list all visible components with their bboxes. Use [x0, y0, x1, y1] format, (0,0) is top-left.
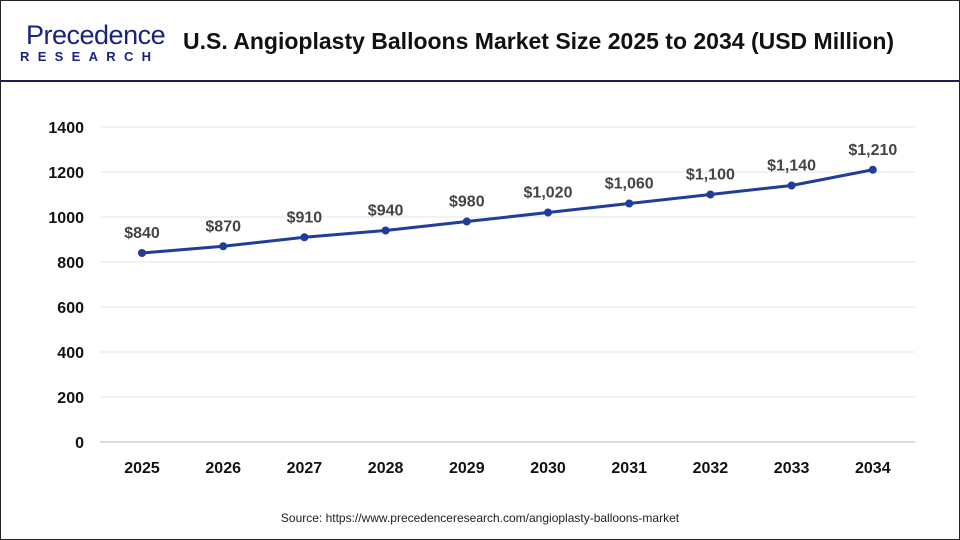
- source-note: Source: https://www.precedenceresearch.c…: [280, 511, 680, 525]
- y-tick-label: 800: [57, 255, 84, 272]
- x-tick-label: 2030: [530, 460, 566, 477]
- y-tick-label: 600: [57, 300, 84, 317]
- y-tick-label: 200: [57, 390, 84, 407]
- x-tick-label: 2033: [774, 460, 810, 477]
- y-tick-label: 0: [75, 435, 84, 452]
- x-tick-label: 2031: [611, 460, 647, 477]
- x-tick-label: 2027: [287, 460, 323, 477]
- data-label: $940: [368, 203, 404, 220]
- data-label: $980: [449, 194, 485, 211]
- series-line: [141, 168, 874, 255]
- chart-title: U.S. Angioplasty Balloons Market Size 20…: [183, 28, 895, 54]
- data-label: $1,020: [524, 185, 573, 202]
- data-label: $910: [287, 209, 323, 226]
- y-tick-label: 1400: [48, 120, 84, 137]
- x-tick-label: 2034: [855, 460, 891, 477]
- x-tick-label: 2029: [449, 460, 485, 477]
- data-point: [381, 226, 390, 235]
- data-point: [544, 208, 552, 217]
- data-point: [868, 165, 877, 174]
- y-tick-label: 1200: [48, 165, 84, 182]
- data-label: $1,140: [767, 158, 816, 175]
- data-label: $840: [124, 225, 160, 242]
- data-point: [787, 181, 796, 190]
- x-tick-label: 2032: [693, 460, 729, 477]
- logo-subtext: RESEARCH: [20, 49, 160, 64]
- x-tick-label: 2026: [205, 460, 241, 477]
- data-point: [462, 217, 471, 226]
- y-tick-label: 400: [57, 345, 84, 362]
- data-point: [706, 190, 715, 199]
- precedence-research-logo: Precedence RESEARCH: [16, 20, 166, 65]
- x-tick-label: 2028: [368, 460, 404, 477]
- logo-text: Precedence: [26, 20, 166, 50]
- data-label: $1,060: [605, 176, 654, 193]
- data-label: $1,210: [848, 142, 897, 159]
- data-point: [138, 249, 146, 257]
- x-tick-label: 2025: [124, 460, 160, 477]
- data-point: [625, 199, 634, 208]
- data-point: [219, 242, 228, 251]
- header: Precedence RESEARCH U.S. Angioplasty Bal…: [0, 0, 960, 82]
- data-label: $870: [205, 218, 241, 235]
- y-tick-label: 1000: [48, 210, 84, 227]
- data-label: $1,100: [686, 167, 735, 184]
- data-point: [300, 233, 309, 242]
